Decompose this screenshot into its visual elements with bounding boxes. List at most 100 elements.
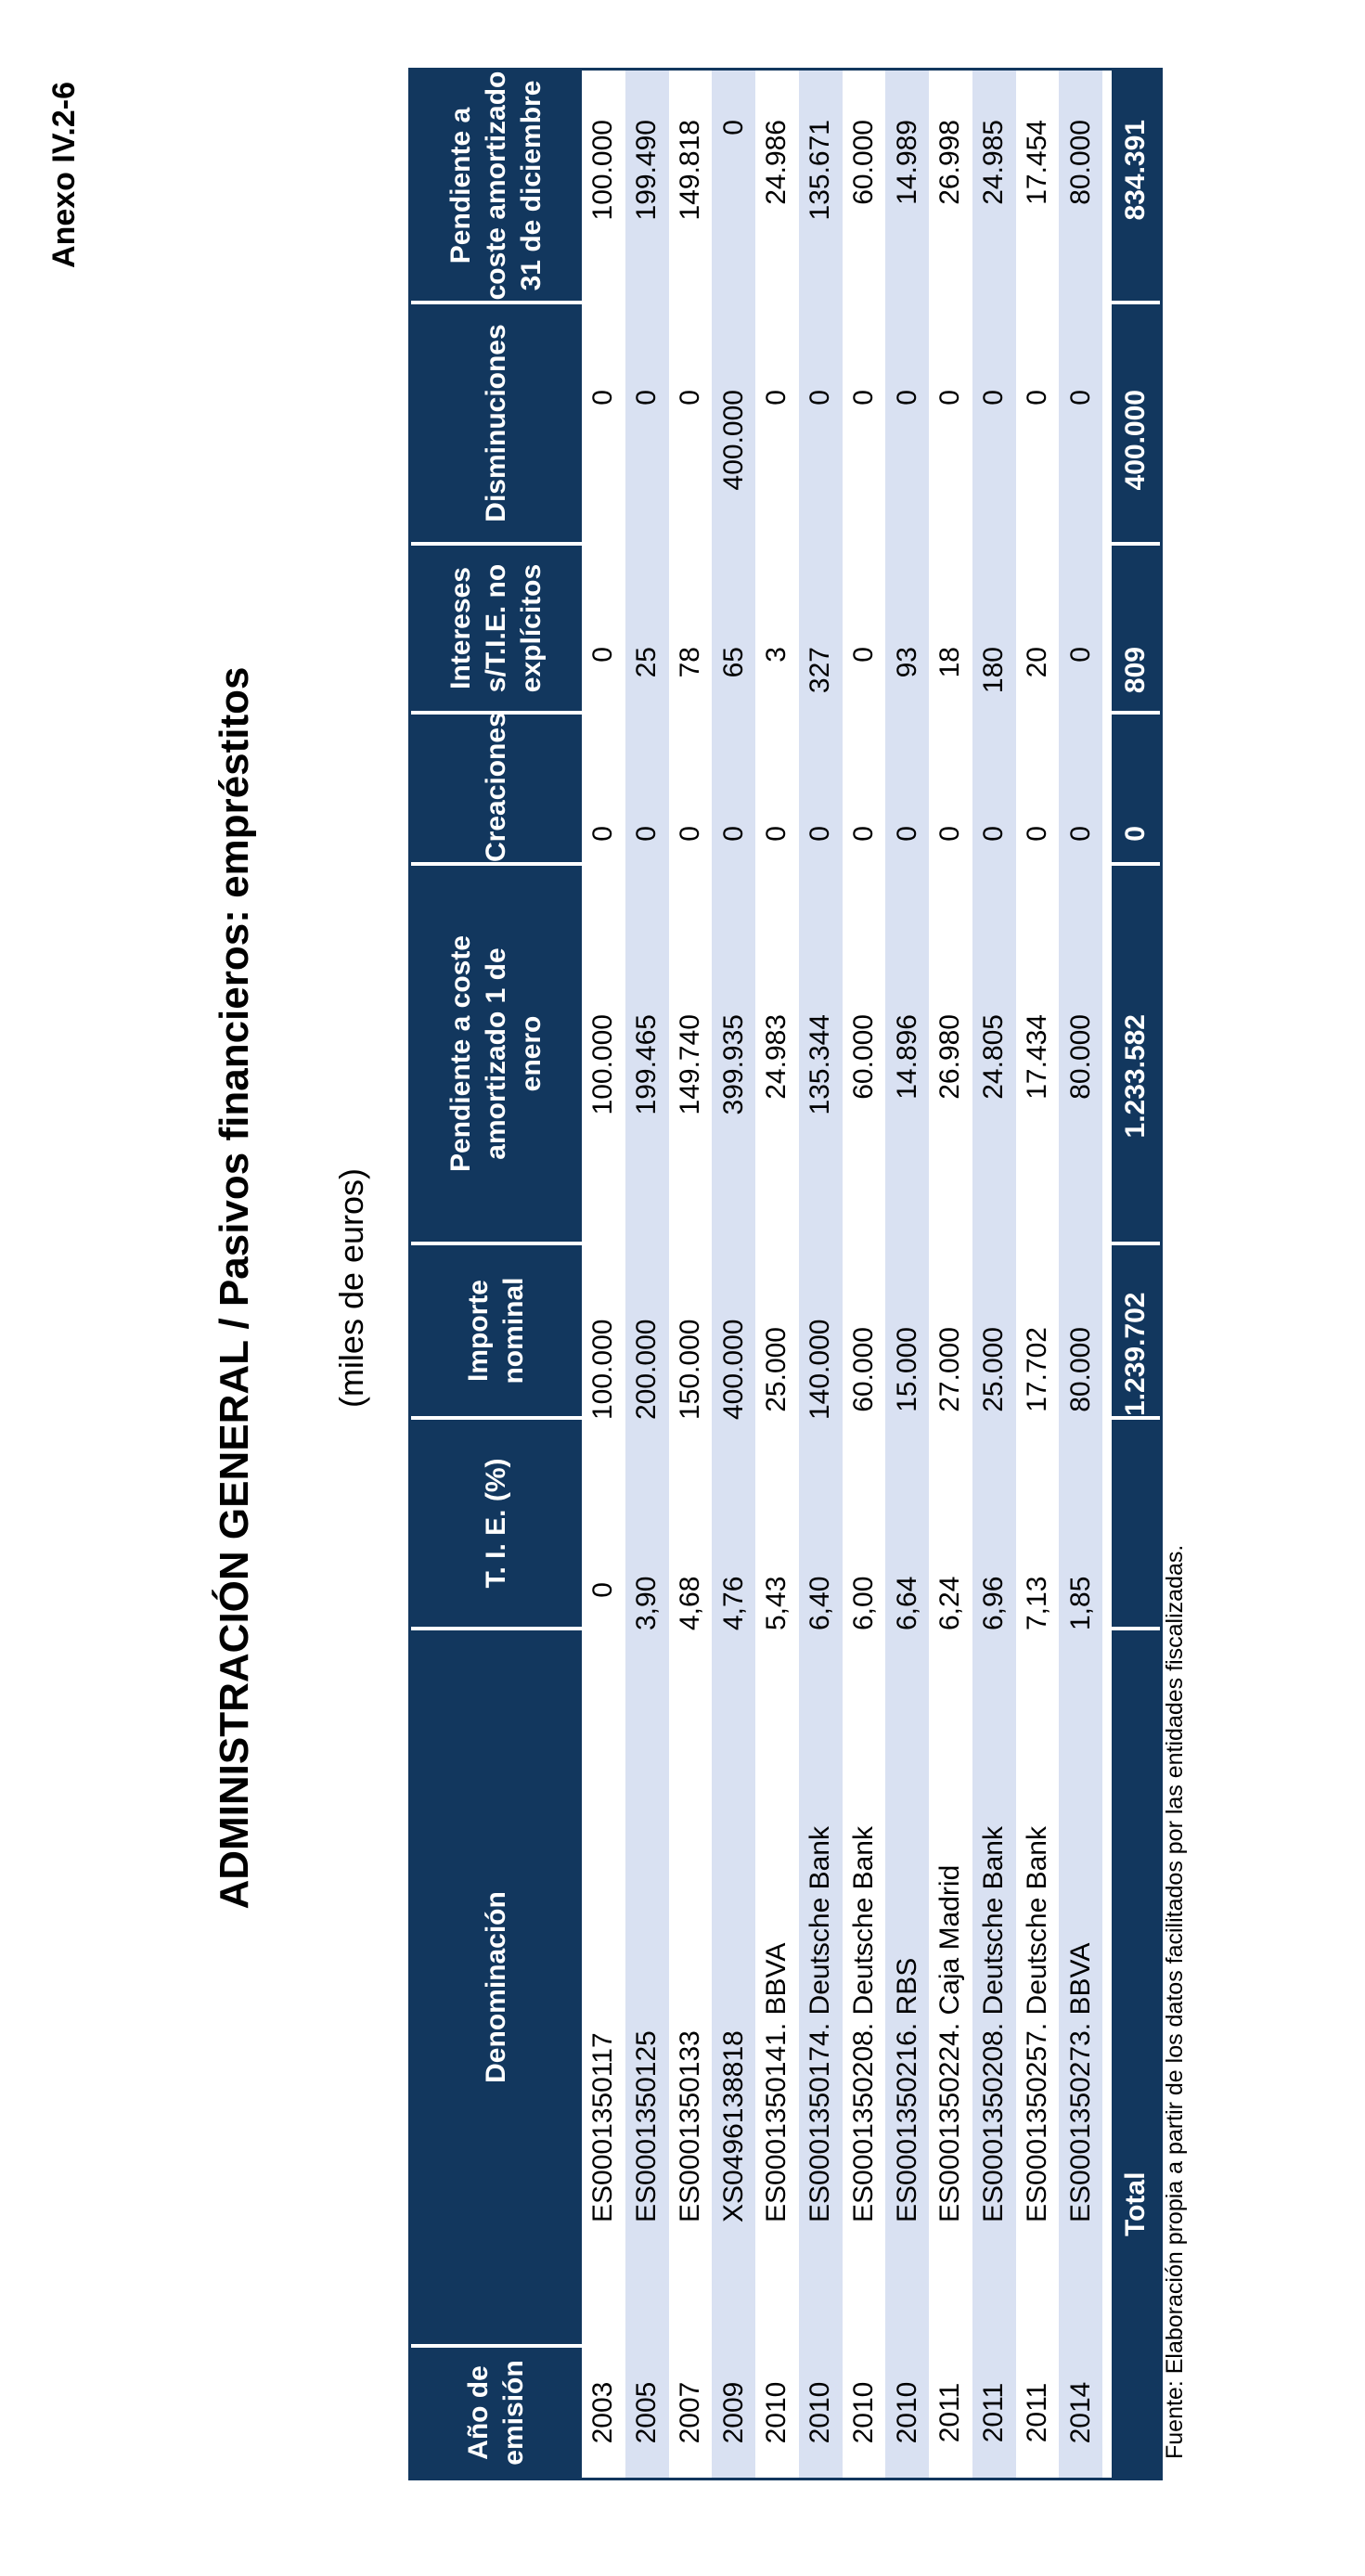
cell-pend_dic: 135.671 — [798, 71, 843, 304]
cell-denominacion: ES0001350208. Deutsche Bank — [972, 1630, 1016, 2348]
cell-importe: 400.000 — [712, 1245, 755, 1420]
table-row: 2005 ES0001350125 3,90 200.000 199.465 0 25 0 19… — [625, 71, 669, 2478]
total-cell-importe: 1.239.702 — [1102, 1245, 1160, 1420]
cell-disminuciones: 0 — [972, 304, 1016, 546]
cell-disminuciones: 0 — [934, 390, 966, 406]
cell-disminuciones: 0 — [1021, 390, 1052, 406]
cell-tie: 4,76 — [712, 1420, 755, 1630]
cell-pend_enero: 135.344 — [798, 866, 843, 1245]
cell-intereses: 0 — [1059, 546, 1102, 715]
annex-number-label: Anexo IV.2-6 — [46, 82, 82, 268]
cell-intereses: 65 — [712, 546, 755, 715]
cell-denominacion: ES0001350216. RBS — [885, 1630, 929, 2348]
cell-importe: 17.702 — [1021, 1327, 1052, 1412]
cell-tie: 0 — [587, 1582, 619, 1598]
cell-denominacion: ES0001350133 — [674, 2030, 705, 2222]
cell-disminuciones: 400.000 — [712, 304, 755, 546]
table-row: 2011 ES0001350257. Deutsche Bank 7,13 17.70… — [1016, 71, 1060, 2478]
table-footer: Total 1.239.702 1.233.582 0 809 400.000 834.39… — [1102, 71, 1160, 2478]
cell-pend_enero: 80.000 — [1059, 866, 1102, 1245]
cell-disminuciones: 0 — [847, 390, 879, 406]
page-title: ADMINISTRACIÓN GENERAL / Pasivos financi… — [212, 666, 257, 1910]
column-header-intereses: Intereses s/T.I.E. no explícitos — [411, 546, 582, 715]
cell-tie: 6,96 — [972, 1420, 1016, 1630]
cell-anio: 2009 — [712, 2348, 755, 2478]
cell-pend_dic: 60.000 — [847, 120, 879, 205]
cell-denominacion: ES0001350117 — [587, 2032, 619, 2222]
cell-pend_dic: 80.000 — [1059, 71, 1102, 304]
cell-intereses: 180 — [972, 546, 1016, 715]
total-cell-pend_enero: 1.233.582 — [1102, 866, 1160, 1245]
table-body: 2003 ES0001350117 0 100.000 100.000 0 0 0 100.00… — [582, 71, 1102, 2478]
cell-anio: 2010 — [798, 2348, 843, 2478]
column-header-tie: T. I. E. (%) — [411, 1420, 582, 1630]
cell-tie: 6,24 — [934, 1576, 966, 1630]
cell-disminuciones: 0 — [625, 304, 669, 546]
cell-pend_enero: 24.805 — [972, 866, 1016, 1245]
column-header-pend_dic: Pendiente a coste amortizado 31 de dicie… — [411, 71, 582, 304]
cell-intereses: 0 — [587, 647, 619, 663]
cell-denominacion: ES0001350174. Deutsche Bank — [798, 1630, 843, 2348]
table-row: 2014 ES0001350273. BBVA 1,85 80.000 80.000 0 0… — [1059, 71, 1102, 2478]
total-cell-creaciones: 0 — [1102, 715, 1160, 866]
cell-disminuciones: 0 — [674, 390, 705, 406]
cell-disminuciones: 0 — [798, 304, 843, 546]
cell-denominacion: ES0001350208. Deutsche Bank — [847, 1826, 879, 2222]
cell-creaciones: 0 — [712, 715, 755, 866]
cell-importe: 100.000 — [587, 1319, 619, 1420]
cell-importe: 15.000 — [885, 1245, 929, 1420]
cell-tie: 6,64 — [885, 1420, 929, 1630]
cell-denominacion: XS0496138818 — [712, 1630, 755, 2348]
total-label: Total — [1102, 1630, 1160, 2478]
cell-anio: 2011 — [1021, 2382, 1052, 2443]
cell-intereses: 20 — [1021, 647, 1052, 678]
cell-creaciones: 0 — [885, 715, 929, 866]
cell-anio: 2010 — [847, 2381, 879, 2444]
cell-pend_dic: 24.986 — [761, 120, 792, 205]
cell-denominacion: ES0001350141. BBVA — [761, 1942, 792, 2222]
table-row: 2010 ES0001350141. BBVA 5,43 25.000 24.983 0 3… — [755, 71, 799, 2478]
column-header-pend_enero: Pendiente a coste amortizado 1 de enero — [411, 866, 582, 1245]
cell-creaciones: 0 — [587, 826, 619, 842]
cell-intereses: 25 — [625, 546, 669, 715]
cell-pend_dic: 149.818 — [674, 120, 705, 221]
cell-tie: 5,43 — [761, 1576, 792, 1630]
cell-anio: 2011 — [972, 2348, 1016, 2478]
cell-intereses: 93 — [885, 546, 929, 715]
cell-creaciones: 0 — [1021, 826, 1052, 842]
cell-importe: 200.000 — [625, 1245, 669, 1420]
column-header-creaciones: Creaciones — [411, 712, 582, 866]
table-row: 2009 XS0496138818 4,76 400.000 399.935 0 65 400… — [712, 71, 755, 2478]
cell-tie: 7,13 — [1021, 1576, 1052, 1630]
total-cell-pend_dic: 834.391 — [1102, 71, 1160, 304]
column-header-anio: Año de emisión — [411, 2348, 582, 2478]
cell-pend_dic: 24.985 — [972, 71, 1016, 304]
cell-pend_enero: 199.465 — [625, 866, 669, 1245]
table-row: 2010 ES0001350208. Deutsche Bank 6,00 60.00… — [843, 71, 886, 2478]
total-row: Total 1.239.702 1.233.582 0 809 400.000 834.39… — [1102, 71, 1160, 2478]
cell-pend_enero: 24.983 — [761, 1014, 792, 1100]
cell-pend_dic: 199.490 — [625, 71, 669, 304]
empréstitos-table: Año de emisión Denominación T. I. E. (%) Im… — [408, 68, 1163, 2480]
column-header-disminuciones: Disminuciones — [411, 304, 582, 546]
cell-anio: 2011 — [934, 2382, 966, 2443]
cell-creaciones: 0 — [761, 826, 792, 842]
table-row: 2007 ES0001350133 4,68 150.000 149.740 0 78 0 14… — [669, 71, 713, 2478]
cell-pend_dic: 26.998 — [934, 120, 966, 205]
cell-disminuciones: 0 — [761, 390, 792, 406]
table-row: 2011 ES0001350208. Deutsche Bank 6,96 25.00… — [972, 71, 1016, 2478]
cell-creaciones: 0 — [798, 715, 843, 866]
cell-pend_enero: 60.000 — [847, 1014, 879, 1100]
cell-anio: 2014 — [1059, 2348, 1102, 2478]
table-header-row: Año de emisión Denominación T. I. E. (%) Im… — [411, 71, 582, 2478]
cell-intereses: 0 — [847, 647, 879, 663]
cell-tie: 6,40 — [798, 1420, 843, 1630]
cell-disminuciones: 0 — [885, 304, 929, 546]
cell-denominacion: ES0001350125 — [625, 1630, 669, 2348]
cell-importe: 60.000 — [847, 1327, 879, 1412]
total-cell-tie — [1102, 1420, 1160, 1630]
cell-pend_enero: 26.980 — [934, 1014, 966, 1100]
table-row: 2010 ES0001350216. RBS 6,64 15.000 14.896 0 93… — [885, 71, 929, 2478]
cell-disminuciones: 0 — [587, 390, 619, 406]
